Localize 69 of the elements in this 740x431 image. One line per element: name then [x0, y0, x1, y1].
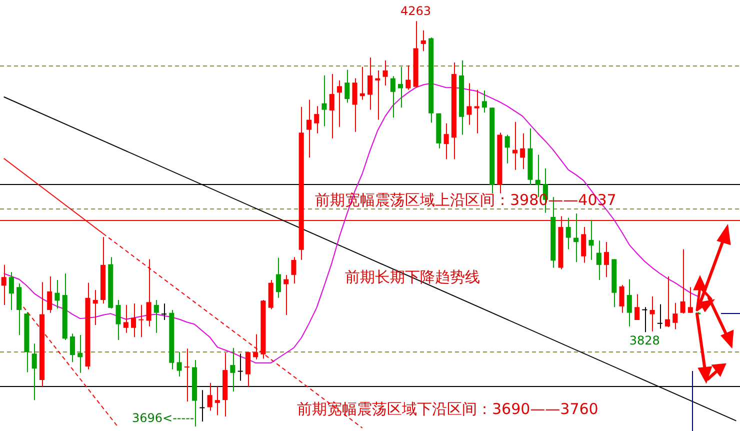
candlestick — [398, 66, 404, 108]
candlestick — [352, 78, 358, 132]
candlestick — [466, 82, 472, 126]
candlestick — [184, 348, 190, 402]
candlestick — [230, 347, 236, 392]
candlestick — [588, 219, 594, 260]
candlestick — [619, 284, 624, 314]
candlestick — [138, 304, 144, 338]
candlestick — [688, 286, 693, 314]
candlestick — [322, 74, 327, 127]
candlestick — [161, 303, 168, 320]
candlestick — [237, 353, 244, 382]
candlestick — [604, 242, 610, 278]
candlestick — [642, 306, 648, 333]
candlestick — [680, 248, 686, 314]
candlestick — [92, 289, 98, 326]
candlestick — [367, 57, 373, 110]
candlestick — [596, 240, 602, 280]
annotation: 前期宽幅震荡区域下沿区间：3690——3760 — [297, 400, 598, 418]
candlestick — [54, 279, 60, 310]
candlestick — [344, 69, 350, 104]
candlestick — [245, 352, 250, 387]
candlestick — [1, 264, 6, 306]
candlestick — [390, 76, 396, 118]
candlestick — [16, 283, 22, 336]
candlestick — [566, 217, 571, 250]
candlestick — [482, 90, 487, 114]
candlestick — [284, 274, 289, 316]
candlestick — [329, 74, 334, 139]
candlestick — [665, 276, 670, 328]
candlestick — [276, 257, 281, 298]
candlestick — [146, 258, 152, 327]
candlestick — [504, 134, 510, 164]
candlestick — [207, 382, 212, 412]
candlestick — [581, 226, 586, 264]
candlestick — [336, 80, 342, 128]
candlestick — [650, 296, 655, 332]
annotation: 3828 — [629, 333, 660, 348]
candlestick — [291, 256, 296, 284]
candlestick — [634, 294, 640, 320]
candlestick — [130, 303, 136, 338]
candlestick — [199, 390, 206, 422]
candlestick — [8, 272, 14, 310]
candlestick — [420, 30, 426, 52]
candlestick — [573, 212, 578, 263]
candlestick — [375, 70, 380, 120]
annotation: 4263 — [400, 4, 432, 18]
candlestick — [176, 352, 182, 377]
candlestick — [32, 343, 37, 401]
candlestick — [154, 299, 159, 334]
candlestick — [444, 122, 449, 160]
candlestick — [123, 304, 128, 334]
candlestick — [626, 278, 632, 327]
candlestick — [70, 333, 75, 363]
candlestick — [47, 276, 52, 314]
candlestick — [78, 334, 83, 374]
candlestick — [314, 106, 320, 134]
candlestick — [512, 121, 518, 170]
candlestick — [656, 304, 663, 330]
candlestick — [520, 132, 526, 170]
candlestick — [253, 334, 258, 360]
annotation: 3696<----- — [132, 411, 194, 426]
candlestick — [306, 99, 312, 158]
candlestick — [672, 302, 678, 330]
candlestick — [382, 60, 388, 86]
candlestick — [214, 386, 220, 416]
candlestick — [116, 299, 121, 341]
candlestick — [474, 89, 480, 134]
candlestick — [406, 64, 411, 90]
